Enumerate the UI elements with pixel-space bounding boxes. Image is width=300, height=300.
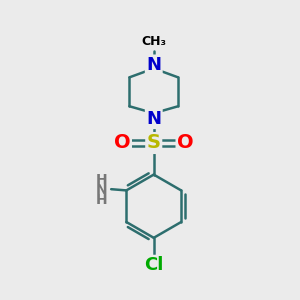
Text: S: S	[147, 134, 161, 152]
Text: N: N	[146, 110, 161, 128]
Text: O: O	[177, 134, 194, 152]
Text: H: H	[96, 173, 108, 187]
Text: H: H	[96, 193, 108, 207]
Text: Cl: Cl	[144, 256, 164, 274]
Text: N: N	[96, 183, 108, 197]
Text: CH₃: CH₃	[141, 35, 166, 48]
Text: O: O	[114, 134, 130, 152]
Text: N: N	[146, 56, 161, 74]
